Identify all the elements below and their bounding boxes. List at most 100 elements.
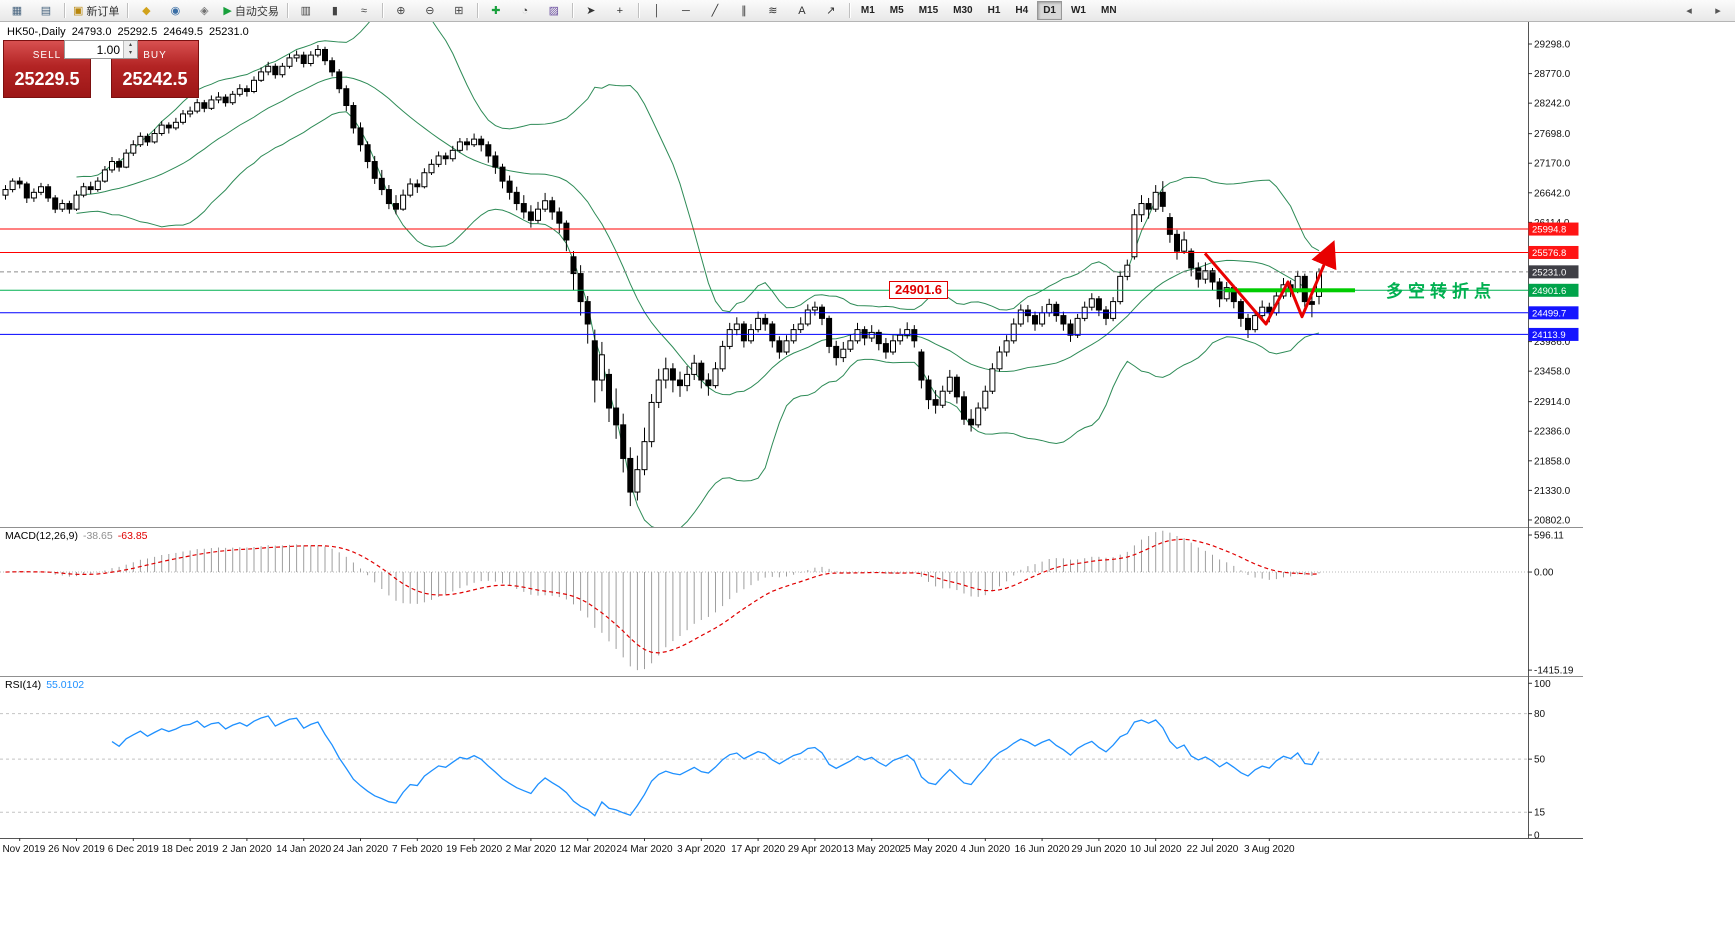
rsi-name: RSI(14) (5, 679, 42, 691)
macd-pane (0, 530, 1528, 671)
metaeditor-icon: ◆ (142, 4, 151, 17)
bar-chart-icon: ▥ (300, 4, 312, 17)
zoom-in-button[interactable]: ⊕ (387, 1, 415, 21)
price-tag-label: 25231.0 (1532, 267, 1566, 278)
autotrading-button[interactable]: ▶ 自动交易 (219, 1, 282, 21)
tile-windows-button[interactable]: ⊞ (445, 1, 473, 21)
zoom-out-button[interactable]: ⊖ (416, 1, 444, 21)
macd-main-value: -38.65 (82, 530, 113, 542)
symbol-period-label: HK50-,Daily (7, 26, 66, 38)
sell-price: 25229.5 (14, 69, 80, 89)
autotrading-label: 自动交易 (234, 5, 279, 18)
trend-arrow[interactable] (1203, 240, 1337, 326)
volume-spinner: ▴ ▾ (123, 41, 137, 58)
timeframe-h4-button[interactable]: H4 (1015, 5, 1029, 16)
profiles-button[interactable]: ▤ (32, 1, 60, 21)
price-level-callout[interactable]: 24901.6 (889, 281, 948, 299)
market-watch-button[interactable]: ◉ (161, 1, 189, 21)
data-window-icon: ◈ (200, 4, 209, 17)
y-axis-label: 29298.0 (1534, 40, 1571, 51)
x-axis-label: 29 Jun 2020 (1071, 844, 1126, 855)
candlestick-chart-icon: ▮ (331, 4, 338, 17)
rsi-axis-label: 80 (1534, 709, 1546, 720)
periods-icon: ◔ (521, 4, 529, 17)
price-tag-label: 25576.8 (1532, 248, 1566, 259)
price-tag (1528, 306, 1579, 320)
x-axis-label: 22 Jul 2020 (1187, 844, 1239, 855)
price-tag (1528, 245, 1579, 259)
x-axis-label: 3 Apr 2020 (677, 844, 726, 855)
low-value: 24649.5 (163, 26, 203, 38)
x-axis-label: 25 May 2020 (900, 844, 958, 855)
price-axis[interactable] (1528, 20, 1583, 838)
x-axis-label: 14 Jan 2020 (276, 844, 331, 855)
new-order-button[interactable]: ▣ 新订单 (69, 1, 123, 21)
trendline-button[interactable]: ╱ (701, 1, 729, 21)
vertical-line-button[interactable]: │ (643, 1, 671, 21)
toolbar-separator (637, 3, 639, 18)
y-axis-label: 20802.0 (1534, 515, 1571, 526)
metaeditor-button[interactable]: ◆ (132, 1, 160, 21)
text-label-button[interactable]: A (788, 1, 816, 21)
timeframe-m1-button[interactable]: M1 (860, 5, 875, 16)
x-axis-label: 6 Dec 2019 (108, 844, 160, 855)
x-axis-label: 7 Feb 2020 (392, 844, 443, 855)
fibonacci-button[interactable]: ≋ (759, 1, 787, 21)
arrows-button[interactable]: ↗ (817, 1, 845, 21)
fibonacci-icon: ≋ (768, 4, 778, 17)
bar-chart-button[interactable]: ▥ (292, 1, 320, 21)
timeframe-w1-button[interactable]: W1 (1070, 5, 1086, 16)
time-axis[interactable] (0, 838, 1528, 860)
scroll-right-icon: ▸ (1715, 4, 1721, 17)
timeframe-mn-button[interactable]: MN (1100, 5, 1117, 16)
horizontal-line-button[interactable]: ─ (672, 1, 700, 21)
trendline-icon: ╱ (711, 4, 719, 17)
x-axis-label: 4 Jun 2020 (961, 844, 1011, 855)
x-axis-label: 2 Mar 2020 (506, 844, 557, 855)
volume-up-button[interactable]: ▴ (124, 41, 137, 50)
periods-button[interactable]: ◔ (511, 1, 539, 21)
crosshair-icon: + (616, 4, 624, 17)
x-axis-label: 3 Aug 2020 (1244, 844, 1295, 855)
toolbar-separator (381, 3, 383, 18)
templates-button[interactable]: ▨ (540, 1, 568, 21)
toolbar-separator (848, 3, 850, 18)
equidistant-channel-button[interactable]: ∥ (730, 1, 758, 21)
volume-down-button[interactable]: ▾ (124, 49, 137, 58)
tile-windows-icon: ⊞ (454, 4, 464, 17)
new-chart-button[interactable]: ▦ (3, 1, 31, 21)
x-axis-label: 26 Nov 2019 (48, 844, 105, 855)
chart-title: HK50-,Daily 24793.0 25292.5 24649.5 25231.0 (7, 26, 255, 38)
data-window-button[interactable]: ◈ (190, 1, 218, 21)
timeframe-m5-button[interactable]: M5 (889, 5, 904, 16)
indicators-button[interactable]: ✚ (482, 1, 510, 21)
cursor-button[interactable]: ➤ (577, 1, 605, 21)
timeframe-h1-button[interactable]: H1 (987, 5, 1001, 16)
arrows-icon: ↗ (826, 4, 836, 17)
rsi-axis-label: 50 (1534, 755, 1546, 766)
timeframe-m15-button[interactable]: M15 (918, 5, 939, 16)
volume-input[interactable] (65, 41, 123, 58)
candlestick-chart-button[interactable]: ▮ (321, 1, 349, 21)
y-axis-label: 22386.0 (1534, 427, 1571, 438)
scroll-right-button[interactable]: ▸ (1704, 1, 1732, 21)
timeframe-d1-button[interactable]: D1 (1037, 1, 1062, 20)
scroll-left-button[interactable]: ◂ (1675, 1, 1703, 21)
rsi-indicator-header: RSI(14) 55.0102 (5, 679, 84, 691)
y-axis-label: 21330.0 (1534, 486, 1571, 497)
buy-label: BUY (143, 50, 167, 61)
text-label-icon: A (798, 4, 806, 17)
x-axis-label: 10 Jul 2020 (1130, 844, 1182, 855)
x-axis-label: 2 Jan 2020 (222, 844, 272, 855)
toolbar-separator (127, 3, 129, 18)
y-axis-label: 21858.0 (1534, 456, 1571, 467)
price-tag-label: 25994.8 (1532, 225, 1566, 236)
line-chart-button[interactable]: ≈ (350, 1, 378, 21)
x-axis-label: 24 Mar 2020 (616, 844, 673, 855)
crosshair-button[interactable]: + (606, 1, 634, 21)
close-value: 25231.0 (208, 26, 249, 38)
new-order-label: 新订单 (86, 5, 120, 18)
timeframe-m30-button[interactable]: M30 (953, 5, 973, 16)
trend-note-text[interactable]: 多空转折点 (1386, 282, 1496, 301)
